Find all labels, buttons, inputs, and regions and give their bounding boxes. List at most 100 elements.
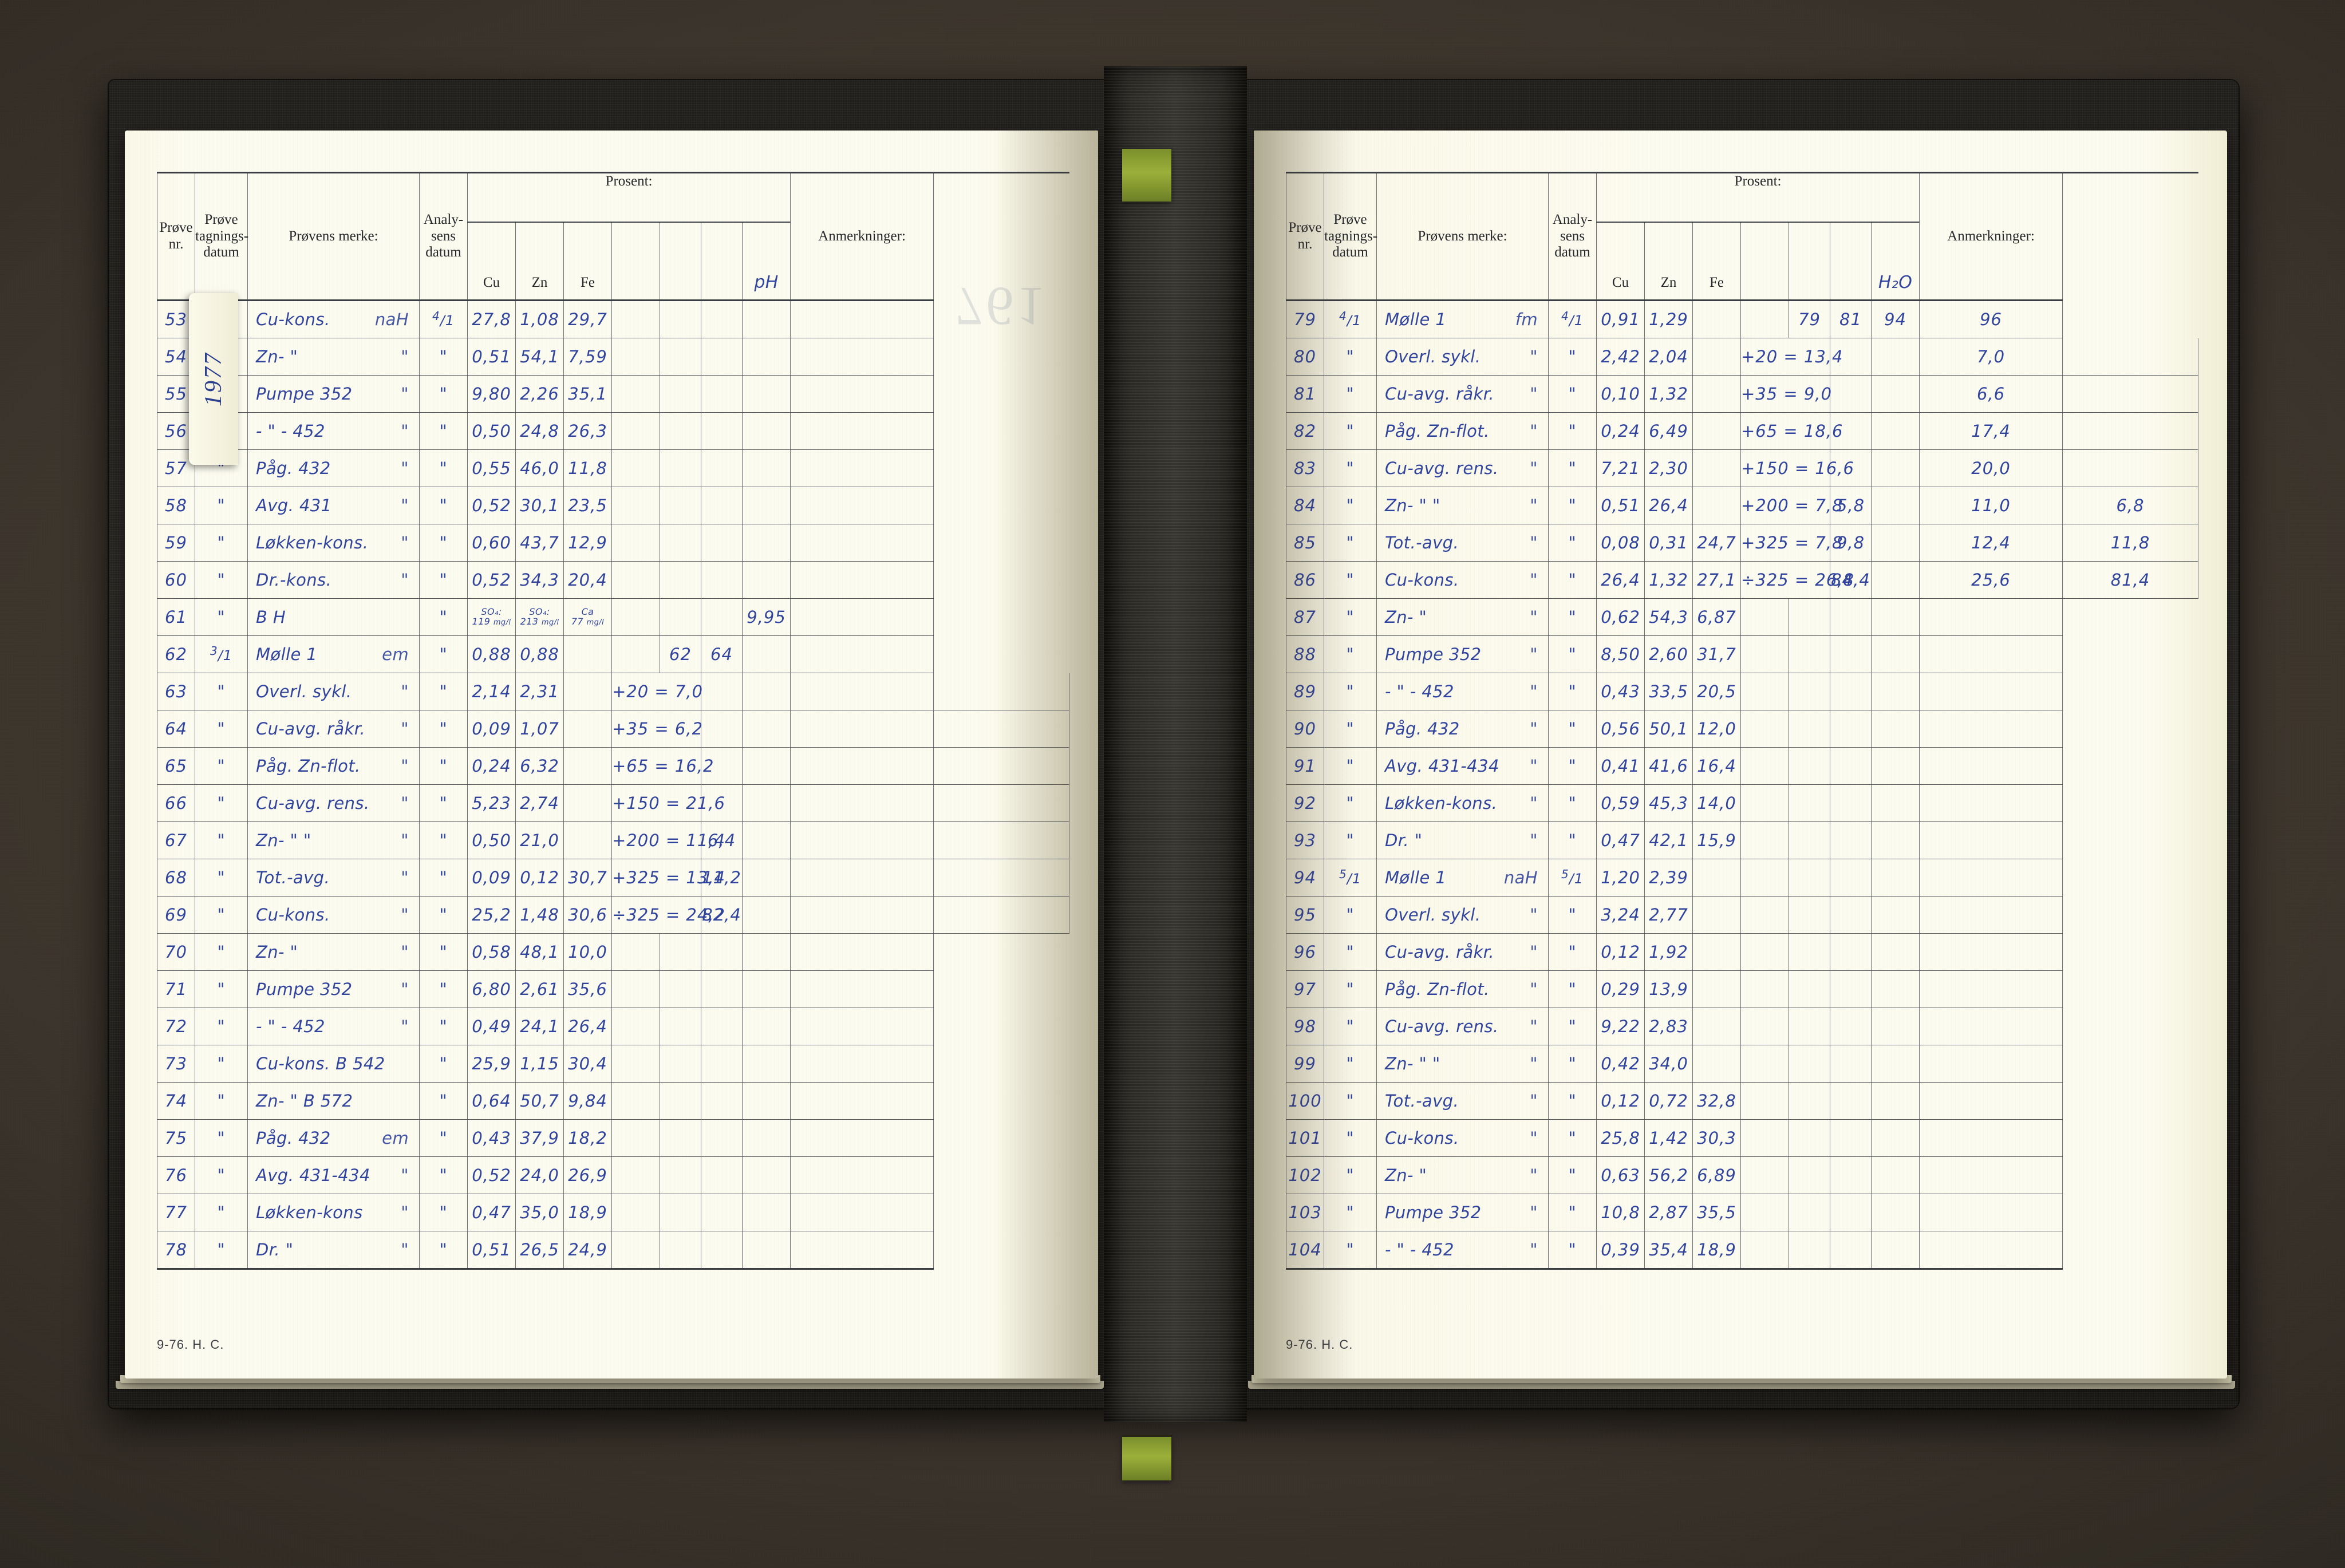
- cell-cu-value: 0,09: [472, 868, 511, 887]
- cell-sample-date-value: ": [1346, 905, 1355, 925]
- table-row: 57 " Påg. 432 " " 0,55 46,0 11,8: [157, 449, 1069, 487]
- cell-sample-nr: 55: [157, 375, 195, 413]
- cell-sample-date: ": [195, 1008, 248, 1045]
- cell-sample-date-value: ": [217, 1054, 226, 1073]
- cell-analysis-date-value: ": [439, 1054, 448, 1073]
- cell-mesh-fraction-value: +150 = 21,6: [612, 793, 725, 813]
- cell-analysis-date-value: ": [439, 1017, 448, 1036]
- cell-h2o: [1870, 821, 1920, 859]
- cell-h2o: 12,4: [1919, 524, 2063, 562]
- cell-extra-1: [660, 375, 701, 413]
- cell-sample-date: ": [1324, 524, 1377, 562]
- cell-zn: 1,08: [515, 300, 564, 338]
- cell-mesh-fraction: [1740, 598, 1789, 636]
- cell-zn-value: 1,92: [1649, 942, 1688, 962]
- ledger-page-right: Prøve nr. Prøve tagnings- datum Prøvens …: [1254, 131, 2227, 1379]
- col-header-sample-nr: Prøve nr.: [1286, 172, 1324, 301]
- cell-sample-date-value: ": [217, 719, 226, 738]
- cell-analysis-date: ": [1548, 598, 1597, 636]
- cell-sample-date: ": [1324, 896, 1377, 934]
- table-row: 93 " Dr. " " " 0,47 42,1 15,9: [1286, 821, 2198, 859]
- cell-sample-mark-value: Dr.-kons. ": [256, 570, 409, 590]
- cell-zn-value: 2,74: [520, 793, 559, 813]
- cell-sample-nr: 103: [1286, 1194, 1324, 1231]
- cell-analysis-date: ": [1548, 338, 1597, 376]
- cell-h2o: [1870, 896, 1920, 934]
- cell-sample-mark-value: Mølle 1 fm: [1385, 310, 1538, 329]
- cell-extra-2: [701, 338, 743, 376]
- cell-sample-mark-value: Zn- " ": [1385, 1166, 1538, 1185]
- cell-cu: 5,23: [467, 784, 516, 822]
- cell-fe: [1692, 859, 1741, 896]
- cell-analysis-date-value: ": [439, 421, 448, 441]
- cell-h2o: [741, 1156, 791, 1194]
- cell-extra-2: [701, 412, 743, 450]
- cell-sample-nr-value: 103: [1288, 1203, 1322, 1222]
- cell-extra-1: [660, 449, 701, 487]
- cell-mesh-fraction: [611, 635, 660, 673]
- cell-analysis-date-value: ": [1568, 421, 1577, 441]
- cell-cu-value: 5,23: [472, 793, 511, 813]
- cell-sample-date: ": [195, 710, 248, 748]
- cell-analysis-date-value: ": [1568, 1240, 1577, 1259]
- cell-sample-mark-value: Påg. 432 ": [256, 459, 409, 478]
- cell-extra-2: [1830, 1045, 1872, 1083]
- cell-sample-nr-value: 104: [1288, 1240, 1322, 1259]
- cell-fe-value: 26,4: [568, 1017, 607, 1036]
- cell-zn-value: 2,26: [520, 384, 559, 404]
- cell-sample-nr: 68: [157, 859, 195, 896]
- cell-h2o: [741, 449, 791, 487]
- cell-zn: 1,42: [1644, 1119, 1693, 1157]
- cell-sample-nr-value: 89: [1294, 682, 1316, 701]
- table-row: 101 " Cu-kons. " " 25,8 1,42 30,3: [1286, 1119, 2198, 1157]
- cell-extra-1: [1789, 821, 1830, 859]
- cell-sample-date-value: ": [217, 1166, 226, 1185]
- cell-zn: 24,0: [515, 1156, 564, 1194]
- cell-h2o: [1870, 859, 1920, 896]
- cell-analysis-date: ": [1548, 1231, 1597, 1270]
- cell-fe-value: 24,9: [568, 1240, 607, 1259]
- cell-cu: 0,12: [1596, 933, 1645, 971]
- cell-sample-date: ": [1324, 784, 1377, 822]
- cell-cu: 0,51: [467, 338, 516, 376]
- cell-sample-nr-value: 85: [1294, 533, 1316, 552]
- cell-analysis-date-value: ": [439, 645, 448, 664]
- cell-mesh-fraction: [1740, 1231, 1789, 1270]
- cell-cu: 3,24: [1596, 896, 1645, 934]
- cell-sample-date: ": [195, 487, 248, 524]
- cell-fe-value: 35,6: [568, 979, 607, 999]
- cell-fe: 20,4: [563, 561, 612, 599]
- cell-sample-nr-value: 54: [165, 347, 187, 366]
- cell-cu: 9,80: [467, 375, 516, 413]
- cell-h2o: [741, 635, 791, 673]
- cell-mesh-fraction: +200 = 11,4: [611, 821, 725, 859]
- cell-zn: 24,1: [515, 1008, 564, 1045]
- cell-mesh-fraction: [611, 970, 660, 1008]
- table-row: 86 " Cu-kons. " " 26,4 1,32 27,1 ÷325 = 26,8 84,4…: [1286, 561, 2198, 599]
- cell-analysis-date-value: ": [1568, 979, 1577, 999]
- cell-sample-nr: 87: [1286, 598, 1324, 636]
- cell-sample-date: ": [1324, 338, 1377, 376]
- cell-zn: 2,04: [1644, 338, 1693, 376]
- cell-analysis-date-value: ": [439, 533, 448, 552]
- cell-zn: 6,49: [1644, 412, 1693, 450]
- cell-fe: [1692, 375, 1741, 413]
- table-row: 100 " Tot.-avg. " " 0,12 0,72 32,8: [1286, 1082, 2198, 1120]
- cell-sample-date-value: ": [217, 1128, 226, 1148]
- cell-sample-mark: Tot.-avg. ": [1376, 1082, 1549, 1120]
- cell-analysis-date: ": [1548, 710, 1597, 748]
- cell-cu: 26,4: [1596, 561, 1645, 599]
- cell-sample-mark-value: Cu-avg. rens. ": [1385, 459, 1538, 478]
- cell-sample-mark-value: Avg. 431 ": [256, 496, 409, 515]
- cell-sample-mark-value: Cu-kons. ": [256, 905, 409, 925]
- cell-mesh-fraction: [611, 1082, 660, 1120]
- cell-mesh-fraction: +200 = 7,8: [1740, 487, 1843, 524]
- cell-extra-1: [1789, 1045, 1830, 1083]
- cell-zn-value: 2,30: [1649, 459, 1688, 478]
- cell-extra-2: [1830, 1008, 1872, 1045]
- cell-sample-mark: B H: [247, 598, 420, 636]
- cell-remarks: 81,4: [2062, 561, 2198, 599]
- cell-remarks: [1919, 1008, 2063, 1045]
- cell-sample-nr-value: 100: [1288, 1091, 1322, 1111]
- cell-extra-2: [701, 1156, 743, 1194]
